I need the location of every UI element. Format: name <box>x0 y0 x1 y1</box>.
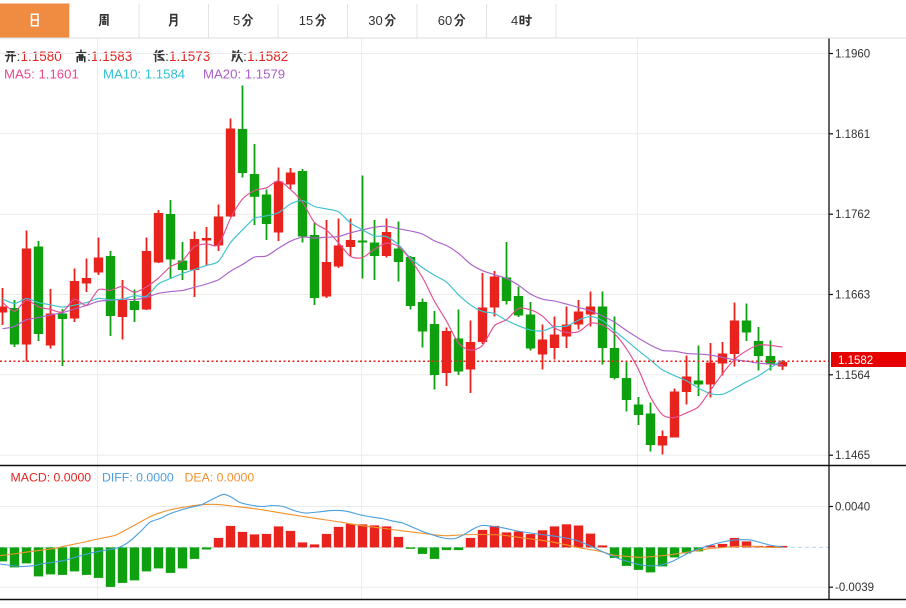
svg-text:1.1582: 1.1582 <box>838 355 873 367</box>
svg-text:15: 15 <box>299 13 313 28</box>
svg-text:1.1960: 1.1960 <box>835 49 870 61</box>
svg-text:1.1583: 1.1583 <box>91 49 132 64</box>
svg-text:1.1582: 1.1582 <box>247 49 288 64</box>
svg-text::: : <box>17 49 21 64</box>
svg-text:1.1573: 1.1573 <box>169 49 210 64</box>
svg-text:1.1580: 1.1580 <box>21 49 62 64</box>
svg-text:1.1564: 1.1564 <box>835 370 871 382</box>
svg-text:1.1663: 1.1663 <box>835 290 870 302</box>
svg-text::: : <box>165 49 169 64</box>
svg-text::: : <box>87 49 91 64</box>
svg-text:-0.0039: -0.0039 <box>835 582 874 594</box>
svg-text:MACD: 0.0000: MACD: 0.0000 <box>11 471 92 485</box>
svg-text:1.1762: 1.1762 <box>835 209 870 221</box>
svg-text:5: 5 <box>233 13 240 28</box>
svg-text:60: 60 <box>438 13 452 28</box>
svg-text:MA5: 1.1601: MA5: 1.1601 <box>4 67 79 82</box>
svg-text:MA10: 1.1584: MA10: 1.1584 <box>103 67 185 82</box>
svg-text:1.1465: 1.1465 <box>835 450 870 462</box>
svg-text:DIFF: 0.0000: DIFF: 0.0000 <box>102 471 174 485</box>
svg-text:1.1861: 1.1861 <box>835 129 870 141</box>
svg-text:DEA: 0.0000: DEA: 0.0000 <box>185 471 255 485</box>
svg-text::: : <box>243 49 247 64</box>
svg-text:0.0040: 0.0040 <box>835 502 870 514</box>
svg-text:MA20: 1.1579: MA20: 1.1579 <box>203 67 285 82</box>
svg-text:30: 30 <box>368 13 382 28</box>
svg-text:4: 4 <box>511 13 518 28</box>
